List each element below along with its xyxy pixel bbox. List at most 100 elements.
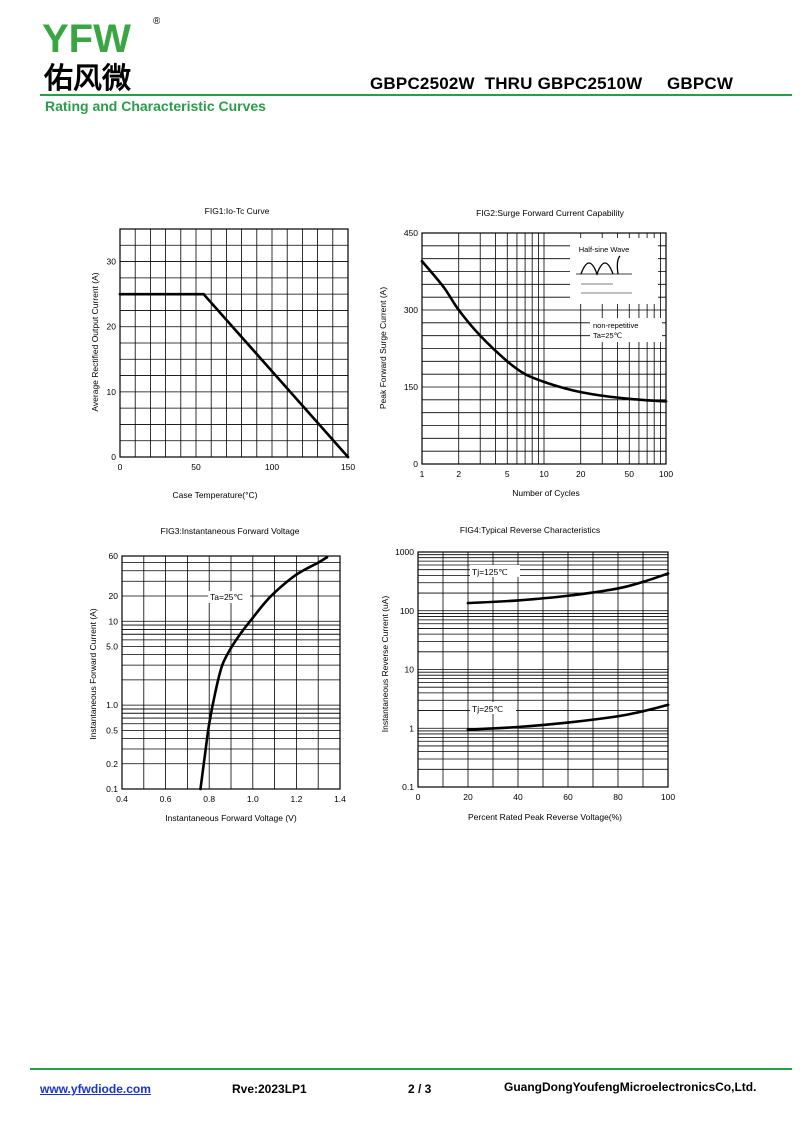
page-title: GBPC2502W THRU GBPC2510W GBPCW (370, 74, 734, 93)
fig1-title: FIG1:Io-Tc Curve (205, 206, 270, 216)
fig4-grid (417, 551, 669, 788)
fig2-note-line1: non-repetitive (593, 321, 638, 330)
fig2-data-point (457, 308, 461, 312)
fig4-data-point (616, 587, 620, 590)
fig3-title: FIG3:Instantaneous Forward Voltage (161, 526, 300, 536)
fig3-xlabel: Instantaneous Forward Voltage (V) (165, 813, 297, 823)
fig4-series-line-1 (466, 572, 670, 605)
fig3-data-point (214, 689, 218, 692)
fig2-data-point (664, 400, 668, 403)
website-link[interactable]: www.yfwdiode.com (40, 1082, 151, 1096)
fig2-xtick-label: 10 (539, 469, 549, 479)
fig1-ticks: 0 50 100 150 0 10 20 30 (107, 257, 356, 472)
fig3-ylabel: Instantaneous Forward Current (A) (88, 608, 98, 740)
fig3-data-point (295, 573, 298, 576)
fig2-data-point (579, 390, 583, 394)
fig3-data-point (316, 561, 320, 564)
fig1-data-point (202, 292, 205, 296)
company-name: GuangDongYoufengMicroelectronicsCo,Ltd. (504, 1080, 757, 1094)
fig3-ytick-label: 10 (109, 616, 119, 626)
fig4-xtick-label: 0 (416, 792, 421, 802)
fig3-ytick-label: 5.0 (106, 642, 118, 652)
fig3-ytick-label: 0.2 (106, 759, 118, 769)
fig3-ytick-label: 20 (109, 591, 119, 601)
fig2-inset-label: Half-sine Wave (579, 245, 630, 254)
fig3-data-point (229, 646, 233, 650)
fig2-data-point (542, 380, 546, 384)
fig2-data-point (505, 360, 509, 363)
footer-divider (30, 1068, 792, 1070)
fig2-xtick-label: 5 (505, 469, 510, 479)
fig3-grid (121, 555, 341, 790)
fig3-data-point (203, 754, 207, 757)
fig1-data-point (118, 292, 122, 296)
fig2-ylabel: Peak Forward Surge Current (A) (378, 287, 388, 410)
logo-chinese-text: 佑风微 (43, 62, 131, 92)
fig2-ytick-label: 150 (404, 382, 418, 392)
fig3-ytick-label: 0.1 (106, 784, 118, 794)
fig3-xtick-label: 1.4 (334, 794, 346, 804)
fig3-data-point (262, 602, 265, 606)
fig3-xtick-label: 0.4 (116, 794, 128, 804)
fig4-ylabel: Instantaneous Reverse Current (uA) (380, 596, 390, 733)
fig2-data-point (600, 394, 604, 398)
fig4-curve-label-cold: Tj=25℃ (472, 704, 503, 714)
fig1-xlabel: Case Temperature(°C) (173, 490, 258, 500)
fig4-data-point (566, 594, 570, 598)
fig4-ytick-label: 0.1 (402, 782, 414, 792)
fig2-xtick-label: 2 (456, 469, 461, 479)
fig3-xtick-label: 0.6 (160, 794, 172, 804)
fig2-data-point (523, 372, 527, 376)
fig4-xtick-label: 80 (613, 792, 623, 802)
fig3-data-point (199, 787, 202, 791)
fig4-data-point (666, 703, 670, 707)
fig2-ytick-label: 300 (404, 305, 418, 315)
registered-mark: ® (153, 16, 160, 27)
fig2-title: FIG2:Surge Forward Current Capability (476, 208, 625, 218)
fig2-note-line2: Ta=25℃ (593, 331, 623, 340)
fig2-data-point (627, 397, 631, 401)
fig2-xlabel: Number of Cycles (512, 488, 580, 498)
fig1-ytick-label: 20 (107, 322, 117, 332)
revision-label: Rve:2023LP1 (232, 1082, 307, 1096)
fig4-data-point (641, 709, 645, 713)
fig4-title: FIG4:Typical Reverse Characteristics (460, 525, 600, 535)
page-number: 2 / 3 (408, 1082, 432, 1096)
fig2-xtick-label: 50 (625, 469, 635, 479)
fig3-xtick-label: 1.2 (290, 794, 302, 804)
fig4-ytick-label: 100 (400, 606, 414, 616)
fig4-data-point (616, 714, 620, 718)
fig4-xlabel: Percent Rated Peak Reverse Voltage(%) (468, 812, 622, 822)
fig1-ytick-label: 0 (111, 452, 116, 462)
fig1-grid (119, 228, 349, 458)
fig3-ticks: 0.4 0.6 0.8 1.0 1.2 1.4 0.1 0.2 0.5 1.0 5.0 10 20 60 (106, 551, 346, 804)
fig2-xtick-label: 100 (659, 469, 673, 479)
fig4-data-point (516, 725, 520, 729)
fig1-ytick-label: 30 (107, 257, 117, 267)
fig1-xtick-label: 150 (341, 462, 355, 472)
header-divider (40, 94, 792, 96)
fig4-data-point (516, 599, 520, 602)
fig3-curve-label: Ta=25℃ (210, 592, 243, 602)
fig3-data-point (273, 591, 276, 594)
company-logo: YFW ® 佑风微 (42, 16, 160, 92)
fig2-ytick-label: 0 (413, 459, 418, 469)
fig2-data-point (645, 399, 649, 402)
fig3-ytick-label: 60 (109, 551, 119, 561)
fig2-chart: FIG2:Surge Forward Current Capability 1 2… (378, 208, 674, 498)
fig1-xtick-label: 100 (265, 462, 279, 472)
fig1-ytick-label: 10 (107, 387, 117, 397)
fig4-data-point (666, 572, 670, 575)
logo-latin-text: YFW (42, 17, 131, 61)
fig2-data-point (442, 285, 445, 289)
fig2-xtick-label: 20 (576, 469, 586, 479)
fig3-xtick-label: 1.0 (247, 794, 259, 804)
fig1-ylabel: Average Rectified Output Current (A) (90, 272, 100, 411)
section-title: Rating and Characteristic Curves (45, 98, 266, 114)
fig2-xtick-label: 1 (420, 469, 425, 479)
fig3-data-point (220, 663, 224, 667)
fig2-data-point (420, 259, 424, 263)
fig1-data-point (346, 455, 350, 459)
fig4-data-point (641, 580, 645, 584)
fig2-ticks: 1 2 5 10 20 50 100 0 150 300 450 (404, 228, 674, 479)
